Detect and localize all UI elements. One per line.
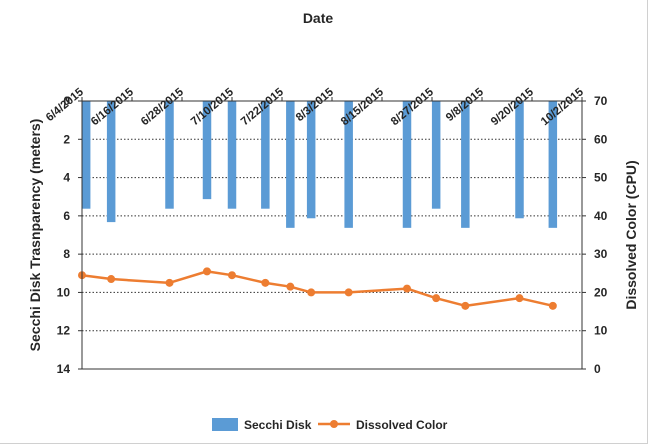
y-left-tick-label: 12 bbox=[57, 324, 71, 338]
dissolved-color-point bbox=[432, 294, 441, 303]
legend-swatch-secchi bbox=[212, 418, 238, 431]
dissolved-color-path bbox=[81, 270, 554, 308]
secchi-bar bbox=[165, 101, 174, 209]
legend: Secchi Disk Dissolved Color bbox=[212, 418, 448, 432]
y-right-tick-label: 10 bbox=[594, 324, 608, 338]
y-right-tick-label: 50 bbox=[594, 171, 608, 185]
dissolved-color-point bbox=[107, 275, 116, 284]
y-left-tick-label: 14 bbox=[57, 362, 71, 376]
secchi-bar bbox=[344, 101, 353, 228]
dissolved-color-point bbox=[165, 278, 174, 287]
y-left-tick-label: 8 bbox=[63, 247, 70, 261]
y-right-tick-label: 30 bbox=[594, 247, 608, 261]
x-tick-label: 8/27/2015 bbox=[389, 86, 436, 128]
x-tick-label: 6/28/2015 bbox=[139, 86, 186, 128]
secchi-bars bbox=[81, 101, 558, 228]
secchi-bar bbox=[202, 101, 212, 200]
secchi-bar bbox=[106, 101, 116, 223]
dissolved-color-point bbox=[461, 301, 470, 310]
y-left-axis-title: Secchi Disk Trasnparency (meters) bbox=[27, 119, 43, 352]
dissolved-color-point bbox=[228, 271, 236, 280]
y-left-tick-label: 4 bbox=[63, 171, 70, 185]
secchi-bar bbox=[431, 101, 441, 209]
secchi-bar bbox=[306, 101, 316, 219]
x-tick-label: 9/20/2015 bbox=[489, 86, 536, 128]
y-right-tick-label: 60 bbox=[594, 132, 608, 146]
y-right-tick-labels: 0 10 20 30 40 50 60 70 bbox=[594, 94, 608, 376]
secchi-bar bbox=[227, 101, 237, 209]
y-left-tick-label: 2 bbox=[63, 132, 70, 146]
dissolved-color-line bbox=[78, 267, 557, 310]
secchi-bar bbox=[515, 101, 524, 219]
y-right-tick-label: 40 bbox=[594, 209, 608, 223]
dissolved-color-point bbox=[203, 267, 211, 276]
y-left-tick-label: 10 bbox=[57, 285, 71, 299]
secchi-bar bbox=[286, 101, 295, 228]
secchi-bar bbox=[402, 101, 412, 228]
secchi-bar bbox=[261, 101, 270, 209]
axes bbox=[78, 97, 586, 370]
secchi-bar bbox=[81, 101, 91, 209]
dissolved-color-point bbox=[515, 294, 524, 303]
gridlines bbox=[82, 138, 582, 332]
y-right-tick-label: 70 bbox=[594, 94, 608, 108]
dissolved-color-point bbox=[307, 288, 316, 297]
x-tick-label: 10/2/2015 bbox=[539, 86, 586, 128]
y-right-axis-title: Dissolved Color (CPU) bbox=[623, 160, 639, 309]
secchi-bar bbox=[461, 101, 470, 228]
dissolved-color-point bbox=[548, 301, 557, 310]
y-left-tick-label: 6 bbox=[63, 209, 70, 223]
y-left-tick-labels: 0 2 4 6 8 10 12 14 bbox=[57, 94, 71, 376]
y-right-tick-label: 0 bbox=[594, 362, 601, 376]
x-axis-title: Date bbox=[303, 10, 334, 26]
dissolved-color-point bbox=[261, 278, 270, 287]
legend-label-secchi: Secchi Disk bbox=[244, 418, 312, 432]
legend-swatch-marker bbox=[330, 420, 338, 428]
secchi-bar bbox=[548, 101, 558, 228]
y-left-tick-label: 0 bbox=[63, 94, 70, 108]
y-right-tick-label: 20 bbox=[594, 285, 608, 299]
dissolved-color-point bbox=[286, 282, 295, 291]
dissolved-color-point bbox=[403, 284, 411, 293]
dissolved-color-point bbox=[344, 288, 353, 297]
legend-label-dissolved: Dissolved Color bbox=[356, 418, 448, 432]
